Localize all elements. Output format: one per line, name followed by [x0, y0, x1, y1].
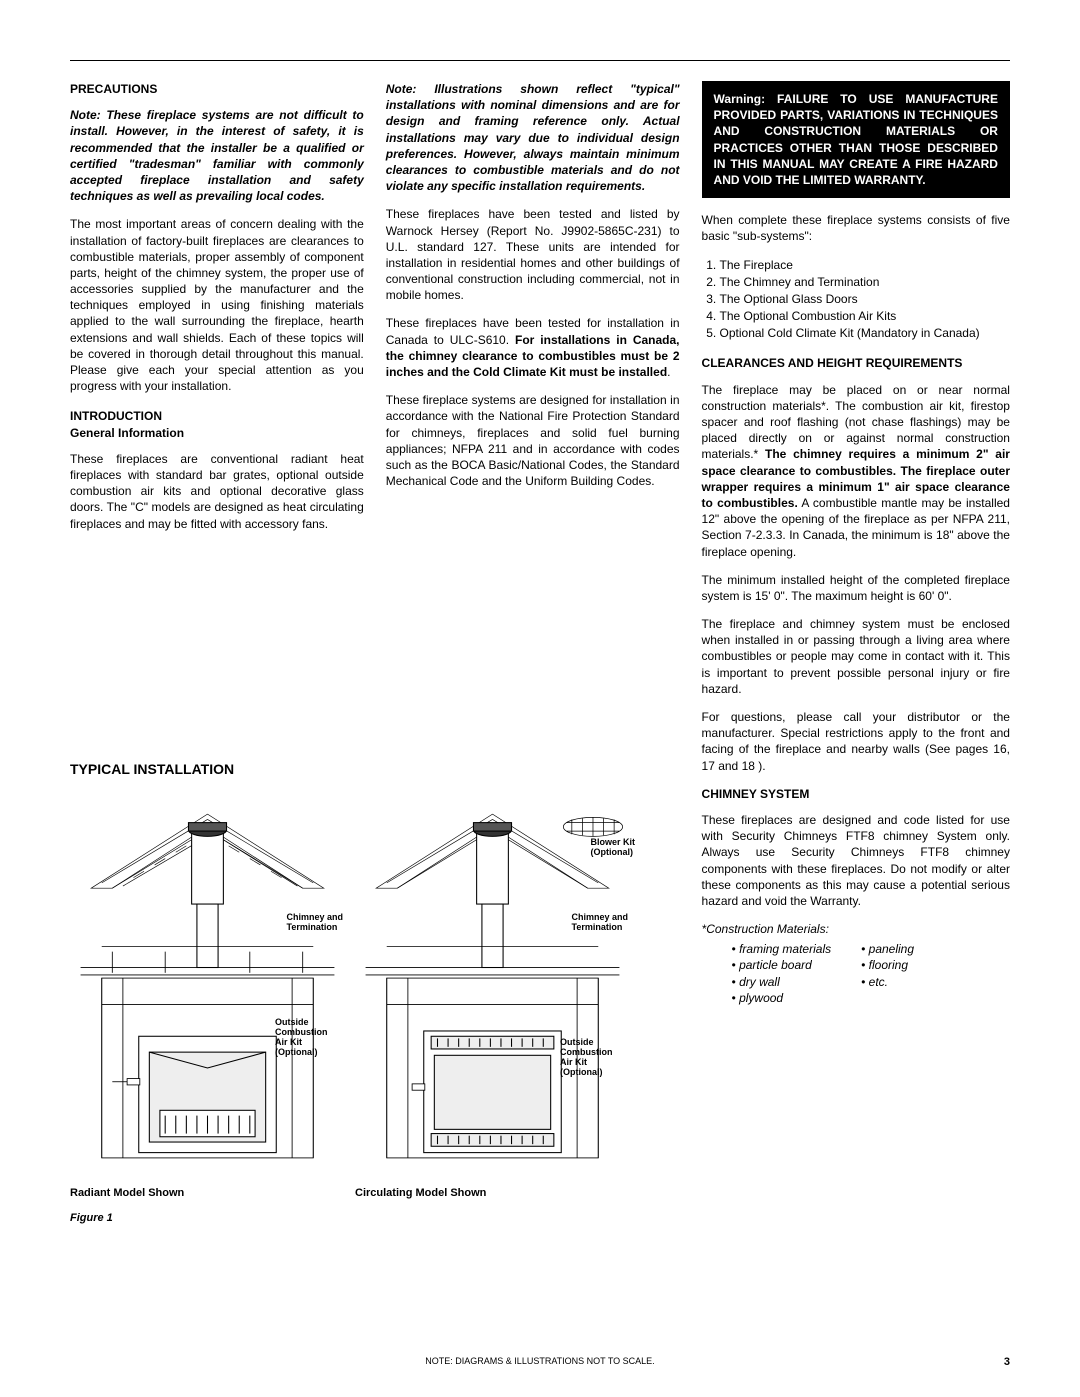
col2-p2: These fireplaces have been tested for in…	[386, 315, 680, 380]
warning-box: Warning: FAILURE TO USE MANUFACTURE PROV…	[702, 81, 1010, 198]
subsystem-item: The Optional Glass Doors	[720, 291, 1010, 307]
fireplace-diagram-icon	[70, 793, 345, 1174]
typical-installation-title: TYPICAL INSTALLATION	[70, 760, 630, 779]
material-item: particle board	[732, 957, 832, 973]
material-item: flooring	[861, 957, 914, 973]
intro-heading-line1: INTRODUCTION	[70, 409, 162, 423]
col2-note: Note: Illustrations shown reflect "typic…	[386, 81, 680, 194]
label-air-kit: OutsideCombustionAir Kit(Optional)	[275, 1018, 345, 1058]
subsystem-item: The Optional Combustion Air Kits	[720, 308, 1010, 324]
label-air-kit-2: OutsideCombustionAir Kit(Optional)	[560, 1038, 630, 1078]
subsystem-item: The Chimney and Termination	[720, 274, 1010, 290]
chimney-body: These fireplaces are designed and code l…	[702, 812, 1010, 909]
clearances-p3: The fireplace and chimney system must be…	[702, 616, 1010, 697]
label-blower: Blower Kit(Optional)	[590, 838, 635, 858]
precautions-heading: PRECAUTIONS	[70, 81, 364, 97]
subsystem-item: Optional Cold Climate Kit (Mandatory in …	[720, 325, 1010, 341]
subsystems-list: The Fireplace The Chimney and Terminatio…	[702, 257, 1010, 342]
fireplace-diagram-icon	[355, 793, 630, 1174]
diagram-row: Chimney andTermination OutsideCombustion…	[70, 793, 630, 1178]
material-item: etc.	[861, 974, 914, 990]
introduction-body: These fireplaces are conventional radian…	[70, 451, 364, 532]
diagram-radiant: Chimney andTermination OutsideCombustion…	[70, 793, 345, 1178]
col2-p3: These fireplace systems are designed for…	[386, 392, 680, 489]
materials-col1: framing materials particle board dry wal…	[732, 941, 832, 1006]
footer-note-text: NOTE: DIAGRAMS & ILLUSTRATIONS NOT TO SC…	[425, 1356, 654, 1366]
column-3: Warning: FAILURE TO USE MANUFACTURE PROV…	[702, 81, 1010, 1006]
material-item: paneling	[861, 941, 914, 957]
subsystem-item: The Fireplace	[720, 257, 1010, 273]
clearances-p4: For questions, please call your distribu…	[702, 709, 1010, 774]
caption-radiant: Radiant Model Shown	[70, 1186, 345, 1201]
material-item: dry wall	[732, 974, 832, 990]
material-item: framing materials	[732, 941, 832, 957]
clearances-heading: CLEARANCES AND HEIGHT REQUIREMENTS	[702, 355, 1010, 371]
footer: NOTE: DIAGRAMS & ILLUSTRATIONS NOT TO SC…	[70, 1355, 1010, 1367]
typical-installation-section: TYPICAL INSTALLATION	[70, 760, 630, 1226]
diagram-captions: Radiant Model Shown Circulating Model Sh…	[70, 1186, 630, 1201]
materials-col2: paneling flooring etc.	[861, 941, 914, 1006]
precautions-note: Note: These fireplace systems are not di…	[70, 107, 364, 204]
material-item: plywood	[732, 990, 832, 1006]
intro-heading-line2: General Information	[70, 426, 184, 440]
horizontal-rule	[70, 60, 1010, 61]
chimney-heading: CHIMNEY SYSTEM	[702, 786, 1010, 802]
page-number: 3	[1004, 1355, 1010, 1370]
caption-circulating: Circulating Model Shown	[355, 1186, 630, 1201]
introduction-heading: INTRODUCTION General Information	[70, 408, 364, 440]
label-chimney: Chimney andTermination	[286, 913, 343, 933]
diagram-circulating: Blower Kit(Optional) Chimney andTerminat…	[355, 793, 630, 1178]
clearances-p2: The minimum installed height of the comp…	[702, 572, 1010, 604]
col2-p1: These fireplaces have been tested and li…	[386, 206, 680, 303]
subsystems-intro: When complete these fireplace systems co…	[702, 212, 1010, 244]
precautions-body: The most important areas of concern deal…	[70, 216, 364, 394]
materials-list: framing materials particle board dry wal…	[702, 941, 1010, 1006]
materials-label: *Construction Materials:	[702, 921, 1010, 937]
label-chimney-2: Chimney andTermination	[571, 913, 628, 933]
figure-label: Figure 1	[70, 1211, 630, 1226]
clearances-p1: The fireplace may be placed on or near n…	[702, 382, 1010, 560]
